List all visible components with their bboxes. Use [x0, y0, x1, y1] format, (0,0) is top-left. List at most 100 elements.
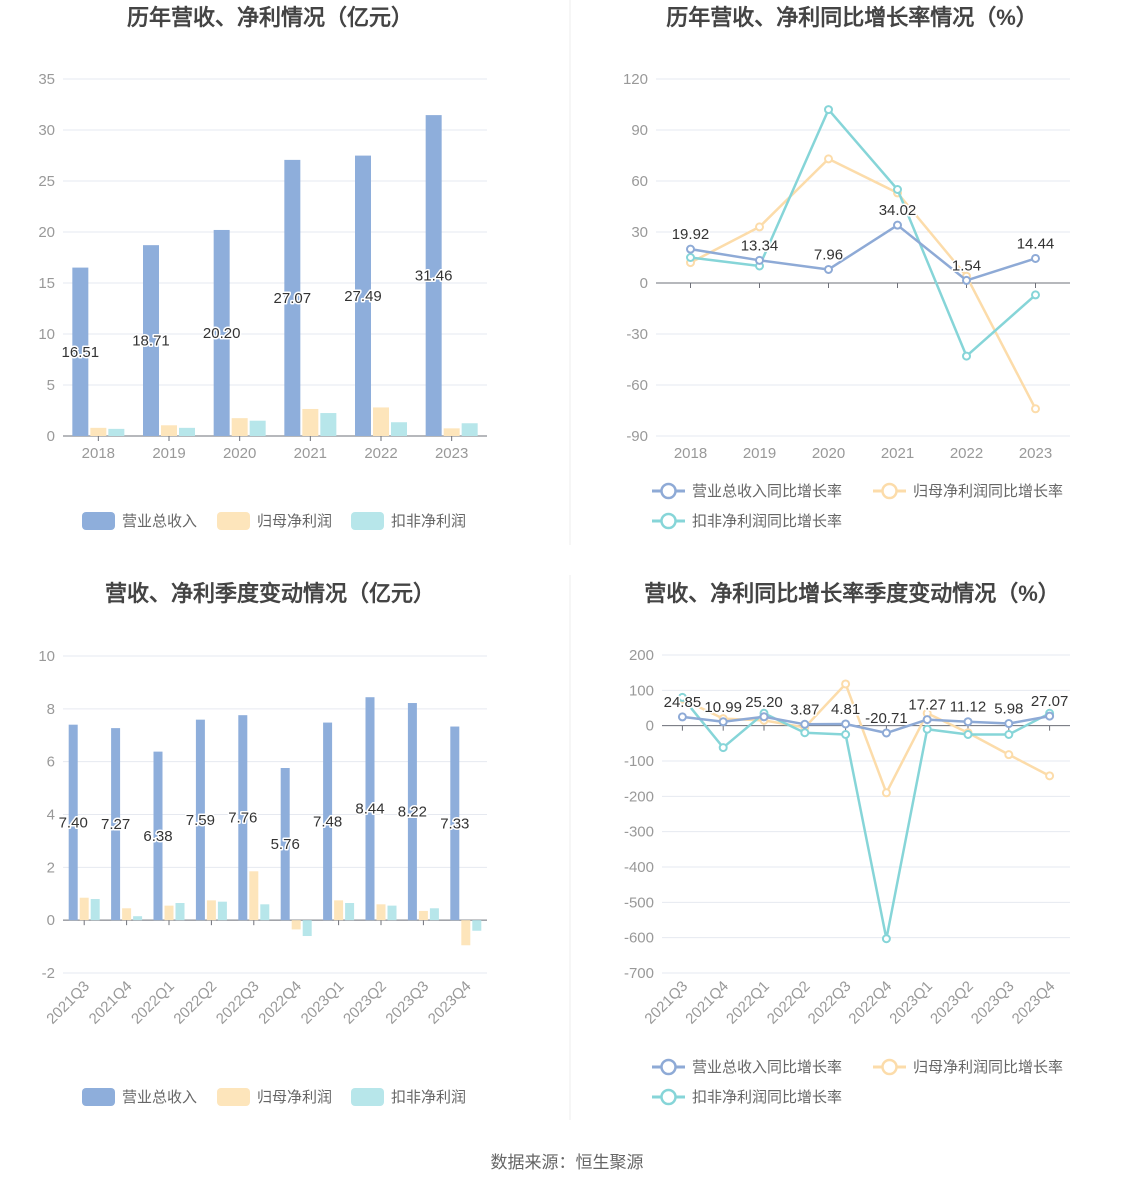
chart3-bar: [280, 768, 290, 921]
chart3-bar: [195, 719, 205, 921]
chart4-y-tick-label: -300: [624, 824, 654, 841]
chart1-x-tick-label: 2020: [223, 445, 256, 462]
chart4-y-tick-label: -100: [624, 753, 654, 770]
chart4-point: [841, 679, 851, 689]
chart4-x-tick-label: 2023Q4: [1009, 978, 1059, 1028]
chart1-y-tick-label: 35: [38, 71, 55, 88]
chart4-data-label: 3.87: [790, 701, 819, 718]
chart4-series-line: [682, 714, 1050, 735]
chart1-x-tick-label: 2019: [152, 445, 185, 462]
chart3-x-tick-label: 2023Q4: [425, 978, 475, 1028]
chart4-point: [881, 934, 891, 944]
chart4-point: [718, 717, 728, 727]
chart2-legend-label: 归母净利润同比增长率: [913, 483, 1063, 500]
chart2-data-label: 1.54: [952, 257, 981, 274]
chart1-bar: [108, 428, 125, 436]
chart3-y-tick-label: 6: [47, 754, 55, 771]
chart4-x-tick-label: 2022Q2: [764, 978, 814, 1028]
data-source-note: 数据来源：恒生聚源: [491, 1153, 644, 1172]
chart3-bar: [133, 916, 143, 921]
chart1-y-tick-label: 30: [38, 122, 55, 139]
chart3-data-label: 7.33: [440, 815, 469, 832]
chart3-x-tick-label: 2023Q3: [382, 978, 432, 1028]
chart3-data-label: 6.38: [143, 828, 172, 845]
chart4-title: 营收、净利同比增长率季度变动情况（%）: [644, 581, 1060, 606]
chart3-bar: [365, 697, 375, 921]
chart4-legend-marker: [660, 1088, 677, 1106]
chart2-y-tick-label: 90: [631, 122, 648, 139]
chart3-y-tick-label: 4: [47, 807, 55, 824]
chart3-x-tick-label: 2023Q1: [298, 978, 348, 1028]
chart3-y-tick-label: 2: [47, 859, 55, 876]
chart3-x-tick-label: 2021Q3: [43, 978, 93, 1028]
chart3-title: 营收、净利季度变动情况（亿元）: [105, 581, 435, 606]
chart2-legend-marker: [660, 512, 677, 530]
chart2-legend-label: 扣非净利润同比增长率: [692, 513, 842, 530]
chart1-legend-swatch: [217, 512, 250, 530]
chart1-bar: [249, 420, 266, 436]
chart3-legend-label: 归母净利润: [257, 1089, 332, 1106]
chart2-y-tick-label: 30: [631, 224, 648, 241]
chart4-y-tick-label: -700: [624, 965, 654, 982]
chart3-data-label: 7.59: [186, 812, 215, 829]
chart1-data-label: 27.07: [274, 290, 312, 307]
chart3-bar: [461, 920, 471, 946]
chart3-bar: [323, 722, 333, 921]
chart4-point: [718, 743, 728, 753]
chart4-data-label: 17.27: [908, 697, 946, 714]
chart4-x-tick-label: 2023Q1: [886, 978, 936, 1028]
chart4-data-label: -20.71: [865, 710, 908, 727]
quarterly-revenue-profit-bar-chart: -202468102021Q32021Q42022Q12022Q22022Q32…: [38, 648, 487, 1106]
chart2-point: [893, 220, 902, 230]
chart1-y-tick-label: 20: [38, 224, 55, 241]
chart4-x-tick-label: 2021Q4: [682, 978, 732, 1028]
chart4-point: [963, 730, 973, 739]
chart2-x-tick-label: 2022: [950, 445, 983, 462]
chart3-bar: [175, 902, 185, 921]
chart3-bar: [407, 703, 417, 921]
chart3-bar: [249, 871, 259, 921]
chart3-legend-swatch: [82, 1088, 115, 1106]
chart4-data-label: 4.81: [831, 701, 860, 718]
chart3-data-label: 8.44: [355, 801, 384, 818]
chart3-bar: [153, 751, 163, 921]
chart3-data-label: 7.76: [228, 810, 257, 827]
chart2-x-tick-label: 2019: [743, 445, 776, 462]
chart3-bar: [450, 726, 460, 921]
chart4-point: [841, 719, 851, 729]
chart2-y-tick-label: 120: [623, 71, 648, 88]
chart4-data-label: 10.99: [704, 699, 742, 716]
chart2-point: [755, 255, 764, 265]
chart1-bar: [461, 423, 478, 436]
chart3-y-tick-label: 10: [38, 648, 55, 665]
chart3-bar: [302, 920, 312, 937]
chart1-bar: [302, 408, 319, 436]
chart1-legend-swatch: [351, 512, 384, 530]
chart2-y-tick-label: 0: [640, 275, 648, 292]
chart2-y-tick-label: -30: [626, 326, 648, 343]
chart4-point: [881, 788, 891, 798]
chart3-x-tick-label: 2022Q2: [170, 978, 220, 1028]
chart3-bar: [345, 902, 355, 921]
chart3-y-tick-label: -2: [42, 965, 55, 982]
chart4-data-label: 11.12: [950, 699, 986, 716]
chart4-data-label: 5.98: [994, 701, 1023, 718]
chart3-bar: [376, 904, 386, 921]
chart4-x-tick-label: 2021Q3: [641, 978, 691, 1028]
chart4-point: [759, 712, 769, 722]
chart2-legend-marker: [881, 482, 898, 500]
chart3-bar: [164, 905, 174, 921]
quarterly-growth-rate-line-chart: -700 -600 -500 -400 -300 -200 -100 0 100 200 2021Q…: [624, 647, 1070, 1106]
chart4-y-tick-label: -200: [624, 788, 654, 805]
chart2-point: [686, 253, 695, 262]
chart1-bar: [161, 425, 177, 436]
chart1-y-tick-label: 10: [38, 326, 55, 343]
chart3-legend-label: 扣非净利润: [391, 1089, 466, 1106]
chart4-point: [922, 715, 932, 725]
chart1-x-tick-label: 2021: [294, 445, 327, 462]
chart2-data-label: 7.96: [814, 246, 843, 263]
chart1-bar: [90, 427, 107, 436]
chart4-point: [1004, 719, 1014, 729]
chart4-point: [841, 730, 851, 739]
